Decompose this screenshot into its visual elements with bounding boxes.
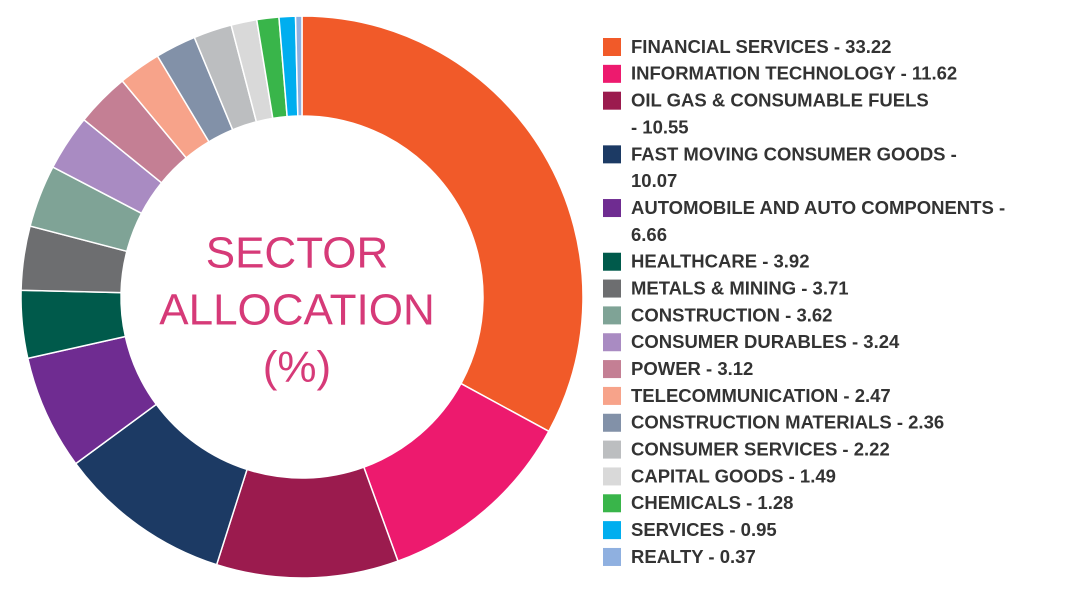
legend-label: SERVICES - 0.95 — [631, 519, 777, 540]
legend-label: OIL GAS & CONSUMABLE FUELS — [631, 90, 929, 111]
legend-label: CONSTRUCTION - 3.62 — [631, 304, 832, 325]
legend-swatch — [603, 494, 621, 513]
legend-swatch — [603, 199, 621, 218]
legend-swatch — [603, 38, 621, 56]
legend-label: INFORMATION TECHNOLOGY - 11.62 — [631, 63, 957, 84]
legend-label: 10.07 — [631, 170, 677, 191]
legend-label: - 10.55 — [631, 116, 689, 137]
legend-swatch — [603, 91, 621, 110]
legend-swatch — [603, 521, 621, 540]
legend-label: HEALTHCARE - 3.92 — [631, 251, 810, 272]
legend-label: FAST MOVING CONSUMER GOODS - — [631, 143, 957, 164]
legend-swatch — [603, 306, 621, 325]
chart-title: SECTOR — [206, 229, 389, 278]
chart-title: (%) — [263, 343, 331, 392]
legend-label: 6.66 — [631, 224, 667, 245]
legend-label: CONSTRUCTION MATERIALS - 2.36 — [631, 412, 944, 433]
legend-swatch — [603, 252, 621, 271]
legend-label: TELECOMMUNICATION - 2.47 — [631, 385, 891, 406]
legend-swatch — [603, 333, 621, 352]
chart-title: ALLOCATION — [159, 286, 434, 335]
legend-swatch — [603, 413, 621, 432]
legend-label: CONSUMER SERVICES - 2.22 — [631, 438, 890, 459]
legend-label: CONSUMER DURABLES - 3.24 — [631, 331, 900, 352]
slice — [294, 15, 303, 117]
legend-label: METALS & MINING - 3.71 — [631, 277, 849, 298]
legend-swatch — [603, 279, 621, 298]
legend-label: CAPITAL GOODS - 1.49 — [631, 465, 836, 486]
legend-swatch — [603, 467, 621, 486]
legend-label: CHEMICALS - 1.28 — [631, 492, 793, 513]
legend-swatch — [603, 440, 621, 459]
legend-label: POWER - 3.12 — [631, 358, 753, 379]
legend-swatch — [603, 145, 621, 164]
legend-label: AUTOMOBILE AND AUTO COMPONENTS - — [631, 197, 1005, 218]
legend-swatch — [603, 64, 621, 83]
legend-swatch — [603, 360, 621, 379]
legend-swatch — [603, 547, 621, 566]
legend-label: REALTY - 0.37 — [631, 546, 756, 567]
legend-label: FINANCIAL SERVICES - 33.22 — [631, 36, 891, 57]
slice — [301, 15, 584, 433]
legend-swatch — [603, 386, 621, 405]
